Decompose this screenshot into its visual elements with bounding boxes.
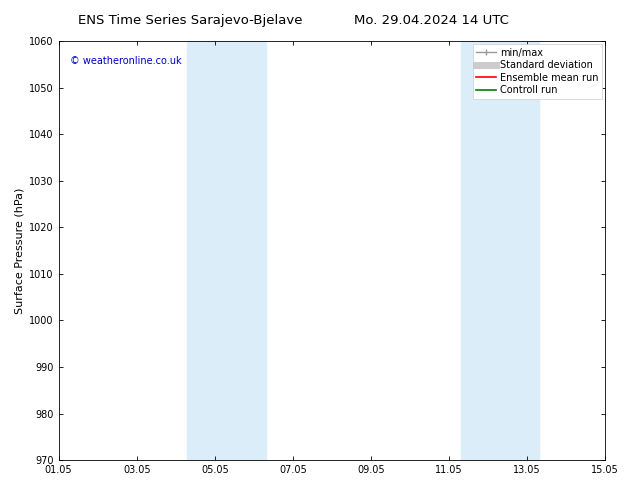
Bar [461, 41, 539, 460]
Y-axis label: Surface Pressure (hPa): Surface Pressure (hPa) [15, 187, 25, 314]
Text: © weatheronline.co.uk: © weatheronline.co.uk [70, 56, 181, 66]
Text: ENS Time Series Sarajevo-Bjelave: ENS Time Series Sarajevo-Bjelave [78, 14, 302, 27]
Bar [188, 41, 266, 460]
Legend: min/max, Standard deviation, Ensemble mean run, Controll run: min/max, Standard deviation, Ensemble me… [472, 44, 602, 99]
Text: Mo. 29.04.2024 14 UTC: Mo. 29.04.2024 14 UTC [354, 14, 508, 27]
